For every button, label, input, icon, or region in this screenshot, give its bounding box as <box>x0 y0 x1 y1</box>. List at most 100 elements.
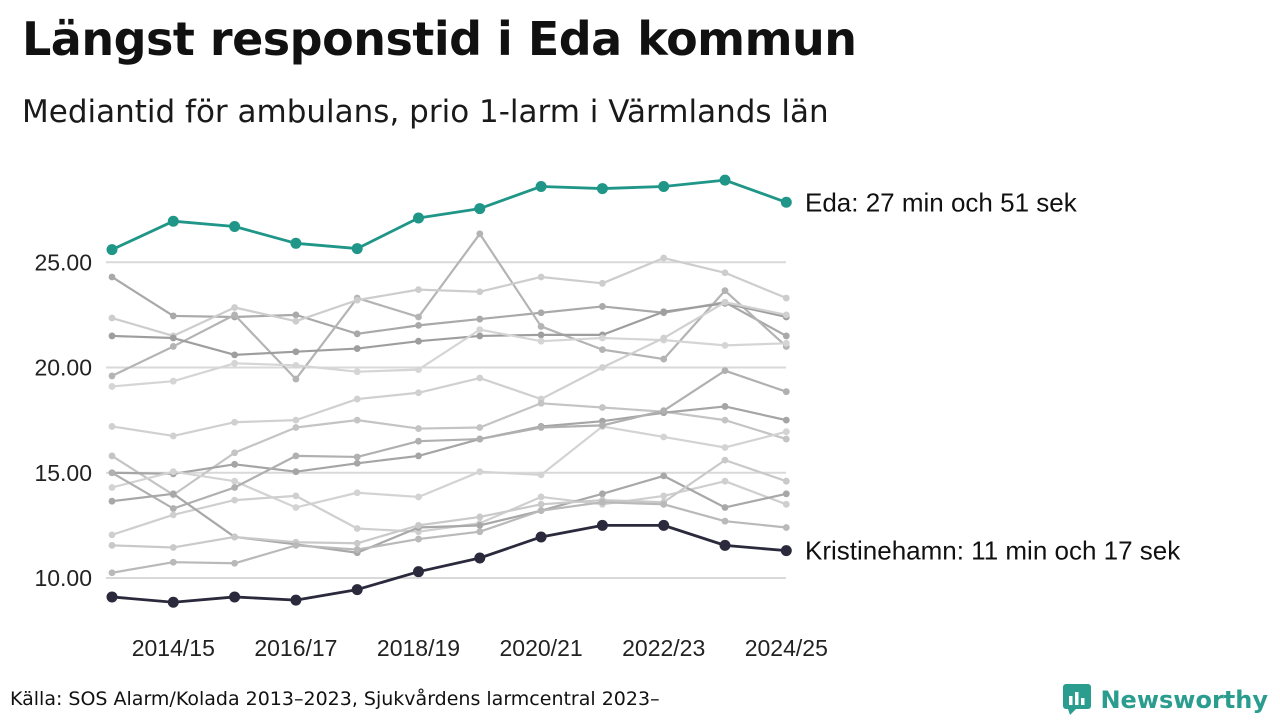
data-point <box>169 334 177 342</box>
data-point <box>721 517 729 525</box>
data-point <box>660 500 668 508</box>
data-point <box>292 361 300 369</box>
y-tick-label: 20.00 <box>34 355 92 381</box>
data-point <box>782 339 790 347</box>
data-point <box>476 424 484 431</box>
data-point <box>476 230 484 238</box>
data-point <box>721 287 729 295</box>
data-point <box>476 315 484 323</box>
data-point <box>415 452 422 460</box>
data-point <box>353 330 361 338</box>
y-tick-label: 25.00 <box>34 249 92 275</box>
brand-logo[interactable]: Newsworthy <box>1062 683 1268 717</box>
data-point <box>782 388 790 396</box>
data-point <box>415 286 422 294</box>
series-kristinehamn <box>106 519 792 608</box>
data-point <box>231 351 239 359</box>
data-point <box>782 435 790 443</box>
data-point <box>413 212 424 224</box>
data-point <box>535 531 547 543</box>
series-eda <box>106 174 792 256</box>
data-point <box>599 303 606 310</box>
data-point <box>537 309 545 317</box>
series-line <box>111 301 787 438</box>
data-point <box>658 519 670 531</box>
data-point <box>415 493 422 501</box>
data-point <box>231 533 239 541</box>
data-point <box>721 298 729 306</box>
end-label-kristinehamn: Kristinehamn: 11 min och 17 sek <box>805 536 1181 566</box>
data-point <box>476 435 484 443</box>
data-point <box>169 544 177 551</box>
series-line <box>111 405 787 475</box>
data-point <box>169 505 177 512</box>
data-point <box>108 273 116 281</box>
background-series-line <box>108 254 790 340</box>
data-point <box>108 452 116 460</box>
data-point <box>476 528 484 536</box>
data-point <box>721 504 729 511</box>
x-tick-label: 2022/23 <box>622 635 705 661</box>
data-point <box>596 519 608 531</box>
data-point <box>106 244 118 256</box>
data-point <box>351 243 363 255</box>
data-point <box>537 493 545 501</box>
data-point <box>476 332 484 340</box>
data-point <box>108 372 116 380</box>
series-line <box>111 474 787 554</box>
series-line <box>111 178 787 251</box>
series-line <box>111 256 787 338</box>
end-label-eda: Eda: 27 min och 51 sek <box>805 187 1078 217</box>
data-point <box>108 469 116 477</box>
data-point <box>476 468 484 476</box>
data-point <box>108 484 116 491</box>
background-series-line <box>108 367 790 512</box>
series-line <box>111 302 787 356</box>
data-point <box>231 449 239 457</box>
data-point <box>231 311 239 319</box>
data-point <box>660 254 668 262</box>
data-point <box>537 331 545 339</box>
data-point <box>660 433 668 441</box>
x-tick-label: 2020/21 <box>500 635 583 661</box>
data-point <box>415 521 422 529</box>
y-tick-label: 10.00 <box>34 565 92 591</box>
data-point <box>353 459 361 467</box>
data-point <box>169 312 177 320</box>
data-point <box>108 531 116 539</box>
highlight-series <box>106 174 792 608</box>
data-point <box>292 504 300 511</box>
data-point <box>108 314 116 322</box>
data-point <box>537 323 545 330</box>
data-point <box>721 367 729 375</box>
data-point <box>721 456 729 464</box>
data-point <box>721 416 729 424</box>
data-point <box>353 539 361 547</box>
series-line <box>111 523 787 604</box>
background-series <box>108 230 790 577</box>
data-point <box>721 269 729 277</box>
data-point <box>292 492 300 500</box>
data-point <box>476 374 484 382</box>
data-point <box>599 334 606 342</box>
data-point <box>353 546 361 553</box>
series-line <box>111 328 787 388</box>
data-point <box>660 492 668 500</box>
data-point <box>415 313 422 321</box>
data-point <box>353 453 361 461</box>
data-point <box>660 334 668 342</box>
y-axis-ticks: 10.00 15.00 20.00 25.00 <box>34 249 92 591</box>
data-point <box>292 348 300 356</box>
data-point <box>290 594 302 606</box>
data-point <box>169 377 177 385</box>
data-point <box>167 596 179 608</box>
source-note: Källa: SOS Alarm/Kolada 2013–2023, Sjukv… <box>10 688 660 710</box>
data-point <box>537 507 545 515</box>
x-axis-ticks: 2014/15 2016/17 2018/19 2020/21 2022/23 2024/… <box>132 635 828 661</box>
data-point <box>721 341 729 349</box>
data-point <box>229 220 241 232</box>
data-point <box>415 337 422 345</box>
data-point <box>353 489 361 497</box>
series-line <box>111 369 787 510</box>
data-point <box>353 345 361 352</box>
